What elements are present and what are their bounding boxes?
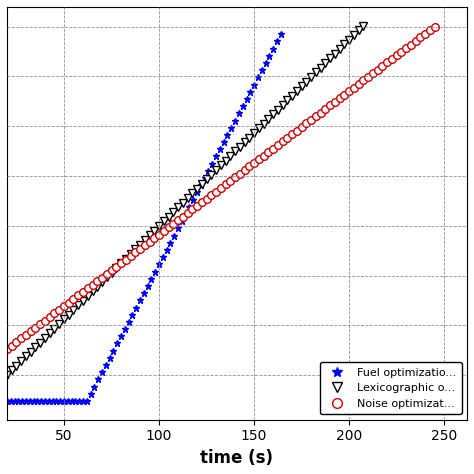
Legend: Fuel optimizatio..., Lexicographic o..., Noise optimizat...: Fuel optimizatio..., Lexicographic o...,… <box>320 362 462 414</box>
X-axis label: time (s): time (s) <box>201 449 273 467</box>
